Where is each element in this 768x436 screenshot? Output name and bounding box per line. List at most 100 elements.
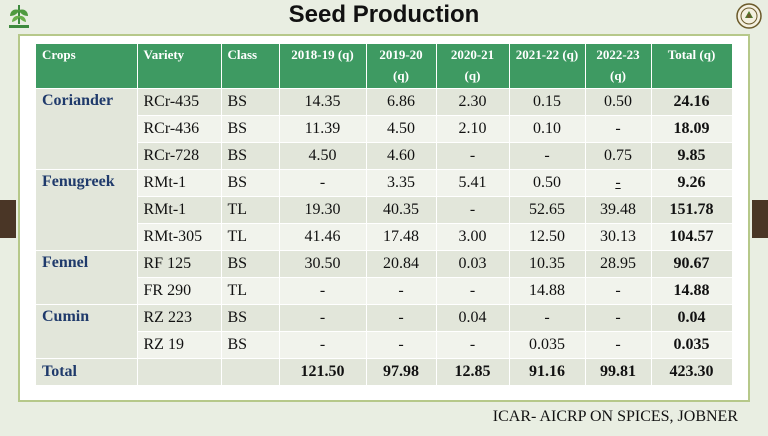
header-2018-19: 2018-19 (q) xyxy=(279,44,367,89)
value-cell: 17.48 xyxy=(366,223,437,251)
total-value-cell: 12.85 xyxy=(436,358,510,386)
total-cell: 14.88 xyxy=(651,277,733,305)
value-cell: 2.10 xyxy=(436,115,510,143)
seed-production-table-wrap: Crops Variety Class 2018-19 (q) 2019-20 … xyxy=(36,44,733,392)
value-cell: - xyxy=(279,277,367,305)
value-cell: 0.10 xyxy=(509,115,586,143)
value-cell: - xyxy=(279,169,367,197)
table-row: RMt-1 TL 19.30 40.35 - 52.65 39.48 151.7… xyxy=(36,196,733,224)
total-value-cell: 121.50 xyxy=(279,358,367,386)
total-row: Total 121.50 97.98 12.85 91.16 99.81 423… xyxy=(36,358,733,386)
value-cell: - xyxy=(436,196,510,224)
total-cell: 9.85 xyxy=(651,142,733,170)
value-cell: - xyxy=(585,331,652,359)
value-cell: 6.86 xyxy=(366,88,437,116)
class-cell: TL xyxy=(221,196,280,224)
table-header-row: Crops Variety Class 2018-19 (q) 2019-20 … xyxy=(36,44,733,89)
value-cell: 28.95 xyxy=(585,250,652,278)
right-decor-band xyxy=(752,200,768,238)
total-cell: 0.035 xyxy=(651,331,733,359)
class-cell: BS xyxy=(221,142,280,170)
page-title: Seed Production xyxy=(288,1,480,28)
header-total: Total (q) xyxy=(651,44,733,89)
seed-production-table: Crops Variety Class 2018-19 (q) 2019-20 … xyxy=(36,44,733,386)
crop-cell: Cumin xyxy=(36,304,138,359)
value-cell: 0.03 xyxy=(436,250,510,278)
crop-cell: Fenugreek xyxy=(36,169,138,251)
value-cell: 4.50 xyxy=(279,142,367,170)
value-cell: - xyxy=(279,331,367,359)
class-cell: BS xyxy=(221,304,280,332)
value-cell: - xyxy=(585,115,652,143)
class-cell: BS xyxy=(221,115,280,143)
variety-cell: RMt-305 xyxy=(137,223,222,251)
table-row: RCr-436 BS 11.39 4.50 2.10 0.10 - 18.09 xyxy=(36,115,733,143)
total-cell: 24.16 xyxy=(651,88,733,116)
value-cell: 12.50 xyxy=(509,223,586,251)
value-cell: 14.35 xyxy=(279,88,367,116)
total-cell: 104.57 xyxy=(651,223,733,251)
class-cell: TL xyxy=(221,223,280,251)
total-value-cell: 99.81 xyxy=(585,358,652,386)
table-row: RCr-728 BS 4.50 4.60 - - 0.75 9.85 xyxy=(36,142,733,170)
variety-cell: RZ 19 xyxy=(137,331,222,359)
empty-cell xyxy=(221,358,280,386)
total-cell: 18.09 xyxy=(651,115,733,143)
value-cell: 4.50 xyxy=(366,115,437,143)
table-row: Cumin RZ 223 BS - - 0.04 - - 0.04 xyxy=(36,304,733,359)
value-cell: 11.39 xyxy=(279,115,367,143)
table-row: RZ 19 BS - - - 0.035 - 0.035 xyxy=(36,331,733,359)
variety-cell: RMt-1 xyxy=(137,196,222,224)
variety-cell: RCr-436 xyxy=(137,115,222,143)
class-cell: BS xyxy=(221,331,280,359)
value-cell: 14.88 xyxy=(509,277,586,305)
value-cell: 0.035 xyxy=(509,331,586,359)
grand-total-cell: 423.30 xyxy=(651,358,733,386)
header-variety: Variety xyxy=(137,44,222,89)
value-cell: - xyxy=(436,331,510,359)
value-cell: - xyxy=(585,304,652,332)
value-cell: - xyxy=(366,277,437,305)
total-value-cell: 97.98 xyxy=(366,358,437,386)
value-cell: - xyxy=(366,331,437,359)
variety-cell: RF 125 xyxy=(137,250,222,278)
value-cell: 52.65 xyxy=(509,196,586,224)
total-label: Total xyxy=(36,358,138,386)
value-cell: 0.04 xyxy=(436,304,510,332)
value-cell: - xyxy=(279,304,367,332)
crop-cell: Fennel xyxy=(36,250,138,305)
value-cell: 0.15 xyxy=(509,88,586,116)
value-cell: 30.13 xyxy=(585,223,652,251)
table-row: Coriander RCr-435 BS 14.35 6.86 2.30 0.1… xyxy=(36,88,733,170)
table-row: FR 290 TL - - - 14.88 - 14.88 xyxy=(36,277,733,305)
value-cell: 2.30 xyxy=(436,88,510,116)
value-cell: 3.00 xyxy=(436,223,510,251)
value-cell: 41.46 xyxy=(279,223,367,251)
table-row: Fennel RF 125 BS 30.50 20.84 0.03 10.35 … xyxy=(36,250,733,305)
value-cell: - xyxy=(509,142,586,170)
total-cell: 9.26 xyxy=(651,169,733,197)
value-cell: 0.50 xyxy=(509,169,586,197)
icar-logo-icon xyxy=(4,2,34,30)
variety-cell: RCr-728 xyxy=(137,142,222,170)
class-cell: BS xyxy=(221,169,280,197)
value-cell: - xyxy=(436,277,510,305)
value-cell: 0.50 xyxy=(585,88,652,116)
total-cell: 90.67 xyxy=(651,250,733,278)
emblem-seal-icon xyxy=(734,2,764,30)
value-cell: 20.84 xyxy=(366,250,437,278)
variety-cell: RMt-1 xyxy=(137,169,222,197)
value-cell: 5.41 xyxy=(436,169,510,197)
value-cell: - xyxy=(585,169,652,197)
class-cell: BS xyxy=(221,88,280,116)
value-cell: 3.35 xyxy=(366,169,437,197)
variety-cell: RCr-435 xyxy=(137,88,222,116)
value-cell: - xyxy=(585,277,652,305)
total-value-cell: 91.16 xyxy=(509,358,586,386)
variety-cell: RZ 223 xyxy=(137,304,222,332)
header-2019-20: 2019-20 (q) xyxy=(366,44,437,89)
table-row: Fenugreek RMt-1 BS - 3.35 5.41 0.50 - 9.… xyxy=(36,169,733,251)
footer-credit: ICAR- AICRP ON SPICES, JOBNER xyxy=(492,408,738,425)
header-2020-21: 2020-21 (q) xyxy=(436,44,510,89)
variety-cell: FR 290 xyxy=(137,277,222,305)
